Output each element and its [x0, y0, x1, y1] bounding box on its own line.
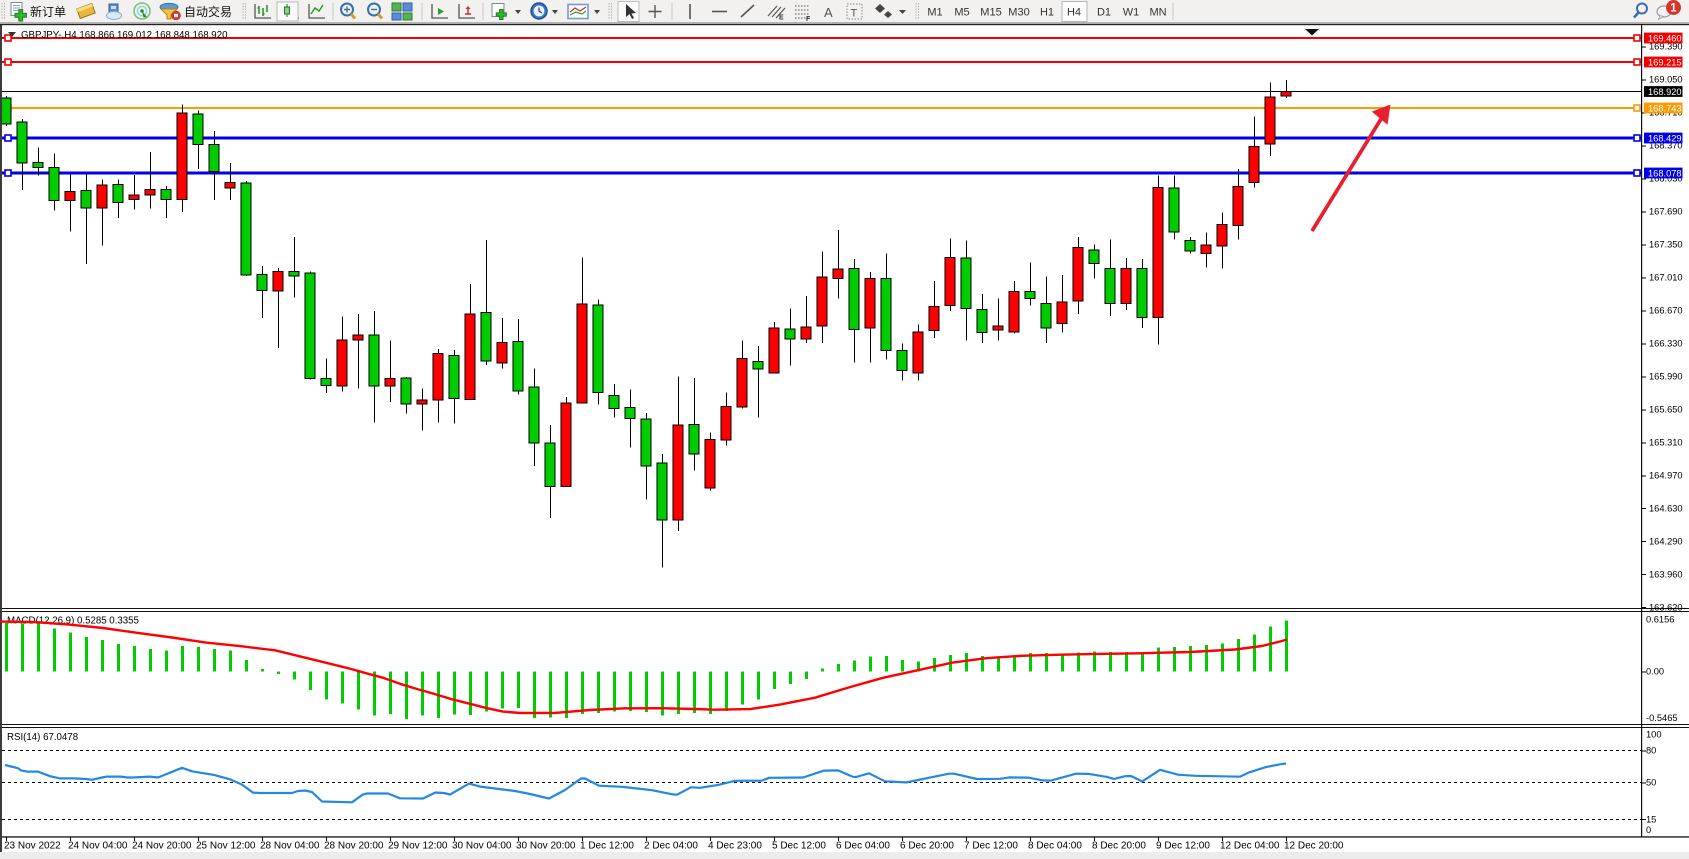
svg-text:28 Nov 04:00: 28 Nov 04:00 — [260, 841, 320, 852]
svg-text:6 Dec 20:00: 6 Dec 20:00 — [900, 841, 954, 852]
svg-text:169.390: 169.390 — [1649, 42, 1683, 52]
svg-text:168.920: 168.920 — [1648, 87, 1682, 97]
svg-text:H4: H4 — [1067, 7, 1081, 19]
svg-text:8 Dec 04:00: 8 Dec 04:00 — [1028, 841, 1082, 852]
svg-text:9 Dec 12:00: 9 Dec 12:00 — [1156, 841, 1210, 852]
svg-text:25 Nov 12:00: 25 Nov 12:00 — [196, 841, 256, 852]
svg-text:169.050: 169.050 — [1649, 75, 1683, 85]
svg-text:163.960: 163.960 — [1649, 569, 1683, 579]
svg-text:12 Dec 20:00: 12 Dec 20:00 — [1284, 841, 1344, 852]
svg-text:T: T — [851, 8, 858, 20]
svg-text:30 Nov 04:00: 30 Nov 04:00 — [452, 841, 512, 852]
svg-text:0.6156: 0.6156 — [1646, 615, 1674, 625]
svg-text:23 Nov 2022: 23 Nov 2022 — [4, 841, 61, 852]
svg-text:167.350: 167.350 — [1649, 240, 1683, 250]
svg-text:A: A — [824, 5, 833, 20]
svg-text:6 Dec 04:00: 6 Dec 04:00 — [836, 841, 890, 852]
svg-text:GBPJPY-.H4 168.866 169.012 16: GBPJPY-.H4 168.866 169.012 168.848 168.9… — [21, 30, 228, 41]
svg-text:MACD(12,26,9) 0.5285 0.3355: MACD(12,26,9) 0.5285 0.3355 — [7, 616, 139, 627]
svg-text:7 Dec 12:00: 7 Dec 12:00 — [964, 841, 1018, 852]
svg-text:M5: M5 — [954, 7, 969, 19]
svg-text:163.620: 163.620 — [1649, 602, 1683, 612]
svg-text:166.330: 166.330 — [1649, 339, 1683, 349]
svg-text:50: 50 — [1646, 778, 1656, 788]
svg-text:D1: D1 — [1097, 7, 1111, 19]
svg-text:12 Dec 04:00: 12 Dec 04:00 — [1220, 841, 1280, 852]
svg-text:0: 0 — [1646, 825, 1651, 835]
svg-text:166.670: 166.670 — [1649, 306, 1683, 316]
svg-text:165.990: 165.990 — [1649, 372, 1683, 382]
svg-text:165.650: 165.650 — [1649, 405, 1683, 415]
svg-text:24 Nov 04:00: 24 Nov 04:00 — [68, 841, 128, 852]
svg-text:164.290: 164.290 — [1649, 536, 1683, 546]
svg-text:MN: MN — [1149, 7, 1166, 19]
svg-text:4 Dec 23:00: 4 Dec 23:00 — [708, 841, 762, 852]
svg-text:168.743: 168.743 — [1648, 103, 1682, 113]
svg-text:168.370: 168.370 — [1649, 141, 1683, 151]
svg-text:100: 100 — [1646, 730, 1662, 740]
svg-text:1 Dec 12:00: 1 Dec 12:00 — [580, 841, 634, 852]
svg-text:M1: M1 — [927, 7, 942, 19]
svg-text:169.460: 169.460 — [1648, 33, 1682, 43]
svg-text:W1: W1 — [1123, 7, 1140, 19]
svg-text:80: 80 — [1646, 746, 1656, 756]
svg-text:1: 1 — [1670, 3, 1677, 15]
svg-text:5 Dec 12:00: 5 Dec 12:00 — [772, 841, 826, 852]
svg-text:15: 15 — [1646, 814, 1656, 824]
svg-text:F: F — [806, 16, 811, 23]
svg-text:168.030: 168.030 — [1649, 174, 1683, 184]
svg-text:168.429: 168.429 — [1648, 133, 1682, 143]
svg-text:30 Nov 20:00: 30 Nov 20:00 — [516, 841, 576, 852]
svg-text:165.310: 165.310 — [1649, 438, 1683, 448]
svg-text:M15: M15 — [980, 7, 1001, 19]
svg-text:167.690: 167.690 — [1649, 207, 1683, 217]
svg-text:168.078: 168.078 — [1648, 168, 1682, 178]
svg-text:28 Nov 20:00: 28 Nov 20:00 — [324, 841, 384, 852]
svg-text:2 Dec 04:00: 2 Dec 04:00 — [644, 841, 698, 852]
svg-text:0.00: 0.00 — [1646, 667, 1664, 677]
svg-text:自动交易: 自动交易 — [184, 4, 232, 19]
svg-text:29 Nov 12:00: 29 Nov 12:00 — [388, 841, 448, 852]
svg-text:新订单: 新订单 — [30, 4, 66, 19]
svg-text:M30: M30 — [1008, 7, 1029, 19]
svg-text:-0.5465: -0.5465 — [1646, 713, 1678, 723]
svg-text:RSI(14) 67.0478: RSI(14) 67.0478 — [7, 732, 78, 743]
svg-text:E: E — [779, 15, 784, 22]
svg-text:24 Nov 20:00: 24 Nov 20:00 — [132, 841, 192, 852]
svg-text:169.215: 169.215 — [1648, 57, 1682, 67]
svg-text:H1: H1 — [1040, 7, 1054, 19]
svg-text:167.010: 167.010 — [1649, 273, 1683, 283]
svg-text:8 Dec 20:00: 8 Dec 20:00 — [1092, 841, 1146, 852]
svg-text:164.970: 164.970 — [1649, 471, 1683, 481]
svg-text:164.630: 164.630 — [1649, 503, 1683, 513]
